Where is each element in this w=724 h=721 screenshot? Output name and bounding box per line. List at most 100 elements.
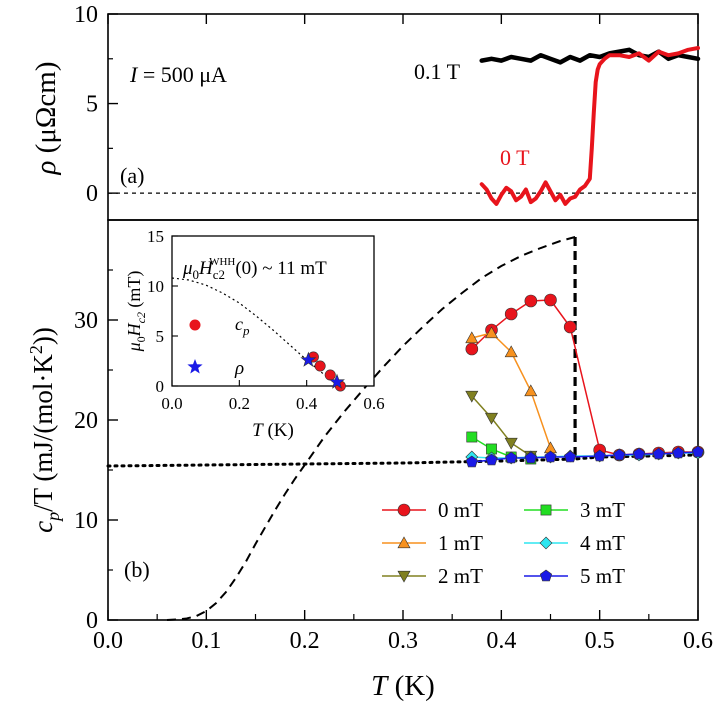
panel-b-legend-label-4mt: 4 mT: [580, 531, 625, 555]
panel-b-x-tick-label: 0.4: [486, 628, 516, 654]
inset-legend-rho-label: ρ: [234, 358, 244, 379]
panel-b-point-5mt: [465, 455, 478, 468]
inset-x-tick-label: 0.0: [161, 394, 182, 413]
panel-b-point-0mt: [563, 320, 577, 334]
panel-b-legend-label-1mt: 1 mT: [438, 531, 483, 555]
panel-b-point-3mt: [486, 443, 497, 455]
inset-x-tick-label: 0.6: [363, 394, 384, 413]
panel-a-y-tick-label: 0: [86, 181, 98, 207]
panel-a-y-label: ρ (μΩcm): [30, 61, 62, 175]
inset-x-tick-label: 0.4: [296, 394, 318, 413]
inset-y-label: μ0Hc2 (mT): [124, 271, 148, 353]
panel-a-label-01T: 0.1 T: [414, 59, 461, 84]
panel-b-legend-marker-4mt: [539, 536, 553, 550]
panel-b-legend-marker-0mt: [397, 503, 411, 517]
panel-a-y-ticks: 0 5 10: [74, 2, 118, 207]
panel-b-point-0mt: [504, 307, 518, 321]
inset-point-rho: [300, 351, 317, 367]
panel-b-x-tick-label: 0.1: [191, 628, 221, 654]
panel-b-point-5mt: [544, 450, 557, 463]
inset-frame: [171, 235, 375, 387]
inset-point-rho: [328, 373, 345, 389]
inset-y-tick-label: 5: [156, 327, 165, 346]
panel-a-label: (a): [120, 163, 144, 188]
inset-legend-cp-marker: [189, 319, 201, 331]
inset-series: [300, 351, 346, 392]
panel-a-current-annotation: I = 500 μA: [129, 62, 227, 87]
panel-b-point-2mt: [504, 437, 518, 450]
panel-b-series: [465, 293, 705, 468]
inset-x-ticks: 0.0 0.2 0.4 0.6: [161, 380, 385, 413]
panel-b-point-5mt: [564, 450, 577, 463]
panel-b-x-tick-label: 0.6: [683, 628, 713, 654]
panel-b-y-ticks: 0 10 20 30: [74, 269, 118, 634]
panel-b-label: (b): [124, 557, 150, 582]
panel-b-point-1mt: [524, 384, 538, 397]
inset-x-label: T (K): [252, 420, 294, 441]
panel-b-y-tick-label: 10: [74, 508, 98, 534]
panel-b-point-1mt: [484, 326, 499, 339]
inset-y-tick-label: 10: [147, 277, 164, 296]
inset-point-cp: [324, 369, 336, 381]
panel-b-legend-marker-5mt: [539, 569, 553, 582]
panel-b-y-label: cp/T (mJ/(mol·K2)): [26, 327, 63, 533]
inset-y-tick-label: 0: [156, 377, 165, 396]
panel-b-point-5mt: [632, 447, 646, 460]
inset-y-tick-label: 15: [147, 227, 164, 246]
panel-b-point-5mt: [593, 449, 606, 462]
panel-b-y-tick-label: 0: [86, 608, 98, 634]
panel-a-frame: [107, 13, 699, 221]
panel-b-point-5mt: [672, 446, 685, 459]
panel-b-x-tick-label: 0.0: [93, 628, 123, 654]
panel-b-point-3mt: [466, 431, 478, 443]
panel-b-legend-marker-1mt: [397, 536, 411, 549]
inset-y-ticks: 0 5 10 15: [147, 227, 178, 396]
inset-x-tick-label: 0.2: [229, 394, 250, 413]
panel-b-x-tick-label: 0.5: [585, 628, 615, 654]
inset-whh-annotation: μ0Hc2WHH(0) ~ 11 mT: [182, 256, 327, 282]
panel-a-y-tick-label: 5: [86, 92, 98, 118]
panel-b-series-line-3mt: [471, 436, 531, 460]
panel-a-y-tick-label: 10: [74, 2, 98, 28]
panel-b-point-5mt: [613, 448, 626, 461]
panel-b-point-5mt: [505, 451, 518, 464]
panel-b-point-0mt: [544, 293, 557, 307]
panel-b-x-tick-label: 0.3: [388, 628, 418, 654]
inset-legend-cp-label: cp: [235, 314, 250, 338]
panel-b-x-label: T (K): [371, 670, 435, 702]
panel-b-x-ticks: 0.0 0.1 0.2 0.3 0.4 0.5 0.6: [93, 14, 713, 654]
panel-b-point-5mt: [524, 451, 537, 464]
panel-b-series-line-2mt: [471, 395, 532, 457]
panel-b-point-5mt: [485, 453, 498, 466]
panel-b-legend-marker-2mt: [397, 570, 411, 583]
panel-b-point-5mt: [691, 445, 705, 458]
panel-b-model-curves: [106, 236, 700, 621]
panel-b-normal-state-dotted-line: [106, 453, 700, 468]
panel-b-series-line-0mt: [471, 299, 698, 456]
panel-b-legend-label-0mt: 0 mT: [438, 498, 483, 522]
panel-b-legend: 0 mT 1 mT 2 mT 3 mT 4 mT 5 mT: [382, 498, 625, 588]
panel-b-legend-label-5mt: 5 mT: [580, 564, 625, 588]
inset-point-cp: [314, 360, 326, 372]
panel-a-series: [479, 46, 701, 206]
panel-a-series-line-0T: [479, 46, 700, 206]
panel-b-point-5mt: [652, 447, 665, 460]
panel-b-point-0mt: [465, 342, 479, 356]
panel-b-point-2mt: [484, 412, 499, 425]
panel-b-bcs-dashed-curve: [166, 236, 576, 621]
panel-b-point-1mt: [465, 331, 479, 344]
panel-b-point-2mt: [465, 390, 479, 403]
inset-legend-rho-marker: [187, 359, 203, 374]
panel-b-point-0mt: [524, 294, 538, 308]
panel-a-label-0T: 0 T: [500, 145, 530, 170]
panel-b-legend-marker-3mt: [540, 504, 552, 516]
panel-b-legend-label-2mt: 2 mT: [438, 564, 483, 588]
panel-b-y-tick-label: 30: [74, 308, 98, 334]
panel-b-y-tick-label: 20: [74, 408, 98, 434]
panel-b-x-tick-label: 0.2: [290, 628, 320, 654]
panel-b-point-1mt: [504, 345, 518, 358]
